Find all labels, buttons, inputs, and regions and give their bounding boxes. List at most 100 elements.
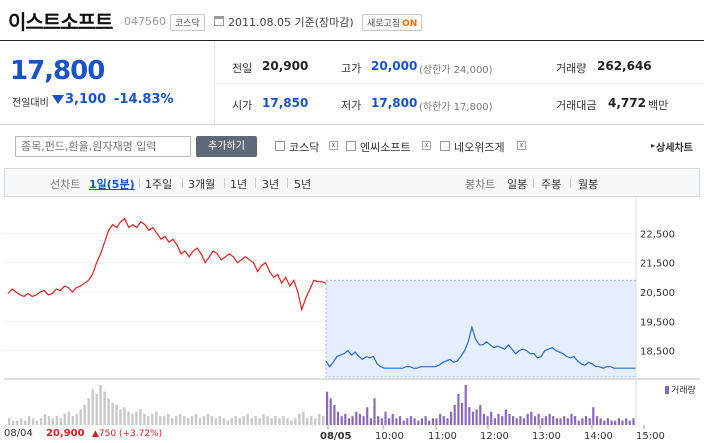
volume-bar xyxy=(262,413,265,425)
volume-bar xyxy=(570,413,573,425)
volume-bar xyxy=(23,420,27,425)
remove-neowiz-icon[interactable]: x xyxy=(517,141,526,150)
compare-checkbox-ncsoft[interactable] xyxy=(346,141,356,151)
volume-bar xyxy=(369,418,372,425)
candle-monthly[interactable]: 월봉 xyxy=(578,178,599,191)
candle-weekly[interactable]: 주봉 xyxy=(541,178,562,191)
volume-bar xyxy=(380,418,383,425)
add-compare-button[interactable]: 추가하기 xyxy=(196,136,257,157)
company-name: 이스트소프트 xyxy=(8,10,113,34)
volume-bar xyxy=(206,413,210,425)
volume-bar xyxy=(115,405,118,425)
today-shaded-area xyxy=(325,279,637,378)
volume-bar xyxy=(178,413,182,425)
volume-label: 거래량 xyxy=(556,62,587,75)
compare-checkbox-neowiz[interactable] xyxy=(440,141,450,151)
volume-bar xyxy=(614,420,617,425)
refresh-button[interactable]: 새로고침 ON xyxy=(362,14,423,31)
volume-bar xyxy=(457,393,460,425)
stats-row-divider xyxy=(214,83,704,84)
volume-bar xyxy=(522,418,526,425)
volume-bar xyxy=(373,398,376,425)
chevron-right-icon: ▸ xyxy=(651,141,656,150)
y-axis-ticks: 22,500 21,500 20,500 19,500 18,500 xyxy=(640,229,675,357)
low-value: 17,800 xyxy=(371,96,418,110)
compare-checkbox-kosdaq[interactable] xyxy=(275,141,285,151)
candle-daily[interactable]: 일봉 xyxy=(507,178,528,191)
volume-bar xyxy=(574,416,577,425)
volume-bar xyxy=(8,418,11,425)
compare-label-neowiz: 네오위즈게 xyxy=(454,141,505,154)
period-5years[interactable]: 5년 xyxy=(294,178,312,191)
amount-label: 거래대금 xyxy=(556,99,597,112)
x-tick-label: 11:00 xyxy=(428,431,457,442)
volume-bar xyxy=(55,416,59,425)
volume-bar xyxy=(351,416,354,425)
period-1week[interactable]: 1주일 xyxy=(145,178,173,191)
volume-bar xyxy=(274,416,277,425)
volume-bar xyxy=(15,420,19,425)
current-price: 17,800 xyxy=(10,56,105,86)
period-separator xyxy=(287,178,288,188)
volume-bar xyxy=(75,413,78,425)
x-tick-label: 10:00 xyxy=(375,431,404,442)
volume-bar xyxy=(344,413,347,425)
volume-bar xyxy=(606,418,609,425)
volume-bar xyxy=(31,418,35,425)
volume-bar xyxy=(298,413,301,425)
volume-bar xyxy=(218,416,222,425)
volume-bar xyxy=(358,413,361,425)
volume-bar xyxy=(194,413,198,425)
change-label: 전일대비 xyxy=(12,98,49,109)
refresh-label: 새로고침 xyxy=(367,19,401,29)
volume-bar xyxy=(388,418,391,425)
volume-bar xyxy=(584,416,588,425)
volume-bar xyxy=(406,418,409,425)
remove-kosdaq-icon[interactable]: x xyxy=(329,141,338,150)
period-3years[interactable]: 3년 xyxy=(262,178,280,191)
x-axis-ticks: 08/05 10:00 11:00 12:00 13:00 14:00 15:00 xyxy=(320,425,665,442)
volume-bar xyxy=(59,418,63,425)
volume-bar xyxy=(431,418,434,425)
volume-bar xyxy=(398,416,402,425)
stock-search-input[interactable] xyxy=(15,136,191,157)
prev-day-price-line xyxy=(7,217,327,312)
prev-day-close: 20,900 xyxy=(46,428,85,439)
change-value: 3,100 xyxy=(65,92,107,107)
period-bar xyxy=(4,168,700,197)
volume-bar xyxy=(508,413,511,425)
volume-bar xyxy=(103,391,106,425)
volume-bar xyxy=(479,405,482,425)
period-separator xyxy=(570,178,571,188)
volume-bar xyxy=(552,416,555,425)
volume-bar xyxy=(294,418,297,425)
volume-bar xyxy=(559,418,562,425)
volume-bar xyxy=(107,398,110,425)
volume-bar xyxy=(329,398,332,425)
detail-chart-link[interactable]: 상세차트 xyxy=(656,143,693,154)
volume-bar xyxy=(278,418,281,425)
volume-bar xyxy=(202,416,206,425)
volume-bar xyxy=(340,416,343,425)
volume-bar xyxy=(471,411,475,425)
volume-bar xyxy=(63,413,66,425)
period-1day[interactable]: 1일(5분) xyxy=(89,178,135,191)
x-tick-label: 15:00 xyxy=(636,431,665,442)
volume-axis-label: 거래량 xyxy=(671,384,696,396)
volume-bar xyxy=(490,411,493,425)
period-3months[interactable]: 3개월 xyxy=(188,178,216,191)
volume-bar xyxy=(171,418,174,425)
volume-bar xyxy=(464,385,467,425)
volume-bar xyxy=(71,416,74,425)
volume-bar xyxy=(27,416,31,425)
amount-unit: 백만 xyxy=(648,99,669,112)
remove-ncsoft-icon[interactable]: x xyxy=(422,141,431,150)
volume-bar xyxy=(362,416,365,425)
period-1year[interactable]: 1년 xyxy=(230,178,248,191)
prev-day-change: ▲750 (+3.72%) xyxy=(92,429,162,439)
volume-bar xyxy=(460,402,464,425)
volume-bar xyxy=(355,411,358,425)
volume-bar xyxy=(19,418,23,425)
volume-bar xyxy=(226,420,229,425)
volume-bar xyxy=(159,416,162,425)
